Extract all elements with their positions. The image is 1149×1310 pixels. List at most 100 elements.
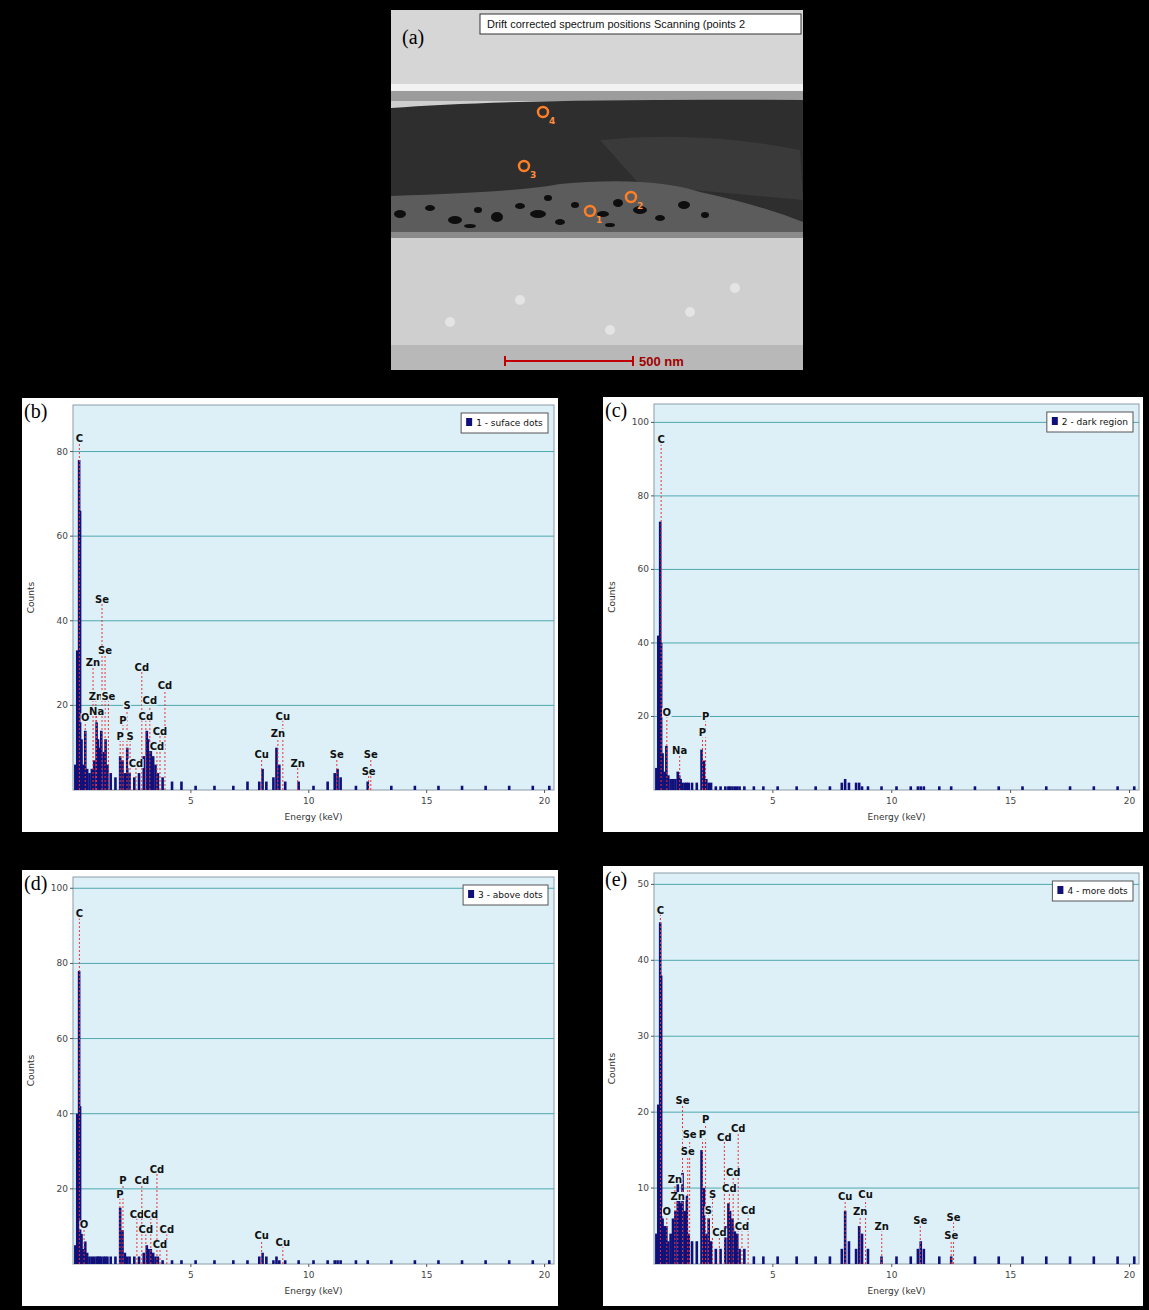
peak-label: Cd	[717, 1132, 732, 1143]
spectrum-bar	[390, 1260, 393, 1264]
y-tick-label: 80	[638, 491, 650, 501]
spectrum-bar	[734, 786, 737, 790]
y-tick	[70, 1038, 73, 1039]
peak-marker-line	[951, 1240, 952, 1264]
peak-label: Cd	[731, 1123, 746, 1134]
spectrum-bar	[147, 1249, 150, 1264]
peak-label-patch	[152, 727, 168, 736]
peak-label: Se	[95, 594, 109, 605]
spectrum-bar	[855, 1249, 858, 1264]
peak-label-patch	[698, 728, 706, 737]
spectrum-bar	[133, 777, 136, 790]
y-tick-label: 50	[638, 879, 650, 889]
spectrum-bar	[710, 783, 713, 790]
spectrum-bar	[258, 782, 261, 790]
peak-label-patch	[329, 750, 344, 759]
peak-label-patch	[717, 1133, 733, 1142]
peak-label: Cd	[726, 1167, 741, 1178]
peak-marker-line	[702, 1139, 703, 1264]
spectrum-bar	[366, 1260, 369, 1264]
nanodot	[555, 219, 565, 225]
spectrum-bar	[753, 1256, 756, 1264]
legend-frame	[461, 413, 548, 433]
nanodot	[491, 212, 503, 222]
y-tick	[651, 422, 654, 423]
spectrum-bar	[171, 782, 174, 790]
nanodot	[448, 216, 462, 224]
peak-label-patch	[116, 732, 124, 741]
x-axis-title: Energy (keV)	[868, 812, 926, 822]
spectrum-bar	[669, 1234, 672, 1264]
spectrum-bar	[437, 786, 440, 790]
legend-label: 1 - suface dots	[476, 418, 543, 428]
peak-label: Cd	[160, 1224, 175, 1235]
peak-marker-line	[297, 768, 298, 790]
spectrum-bar	[917, 1249, 920, 1264]
spectrum-bar	[339, 1260, 342, 1264]
spectrum-bar	[1045, 1256, 1048, 1264]
spectrum-bar	[753, 786, 756, 790]
spectrum-panel: 204060801005101520CONaPP2 - dark regionE…	[603, 397, 1143, 832]
spectrum-bar	[154, 765, 157, 790]
x-tick	[891, 790, 892, 793]
coating-line	[391, 84, 803, 91]
peak-label: S	[705, 1205, 712, 1216]
panel-label: (e)	[605, 868, 627, 891]
peak-label-patch	[254, 1231, 269, 1240]
y-tick	[651, 569, 654, 570]
peak-label: Zn	[853, 1206, 867, 1217]
spectrum-bar	[326, 782, 329, 790]
y-tick	[70, 1113, 73, 1114]
y-tick-label: 10	[638, 1183, 650, 1193]
y-tick	[651, 884, 654, 885]
scale-bar-end	[504, 356, 506, 366]
spectrum-point	[585, 206, 595, 216]
dotted-interface-layer	[391, 181, 803, 232]
spectrum-bar	[333, 773, 336, 790]
peak-label: Cd	[722, 1183, 737, 1194]
spectrum-bar	[829, 786, 832, 790]
spectrum-bar	[312, 786, 315, 790]
peak-label-patch	[275, 712, 290, 721]
spectrum-bar	[703, 1188, 706, 1264]
spectrum-bar	[1093, 1256, 1096, 1264]
spectrum-bar	[414, 786, 417, 790]
spectrum-bar	[974, 786, 977, 790]
peak-label-patch	[159, 1225, 175, 1234]
legend-label: 2 - dark region	[1062, 417, 1128, 427]
spectrum-bar	[133, 1256, 136, 1264]
peak-label-patch	[149, 1165, 165, 1174]
spectrum-bar	[126, 1256, 129, 1264]
spectrum-bar	[213, 1260, 216, 1264]
peak-label: C	[76, 908, 83, 919]
spectrum-bar	[142, 1253, 145, 1264]
panel-background	[603, 397, 1143, 832]
spectrum-bar	[1093, 786, 1096, 790]
peak-marker-line	[708, 1215, 709, 1264]
spectrum-point-label: 3	[530, 170, 536, 180]
peak-label: O	[663, 1206, 672, 1217]
spectrum-bar	[715, 1249, 718, 1264]
legend: 2 - dark region	[1047, 412, 1133, 432]
spectrum-bar	[180, 782, 183, 790]
y-tick-label: 20	[57, 700, 69, 710]
grid-line	[73, 536, 554, 537]
peak-label-patch	[722, 1184, 738, 1193]
spectrum-bar	[938, 1256, 941, 1264]
x-tick	[308, 790, 309, 793]
grid-line	[654, 960, 1139, 961]
peak-label: Se	[683, 1129, 697, 1140]
spectrum-bar	[461, 786, 464, 790]
legend-label: 4 - more dots	[1067, 886, 1128, 896]
x-tick	[426, 790, 427, 793]
grid-line	[654, 495, 1139, 496]
peak-marker-line	[705, 1124, 706, 1264]
peak-marker-line	[84, 1229, 85, 1264]
y-tick	[70, 451, 73, 452]
spectrum-bar	[950, 786, 953, 790]
peak-label-patch	[290, 759, 305, 768]
y-tick	[651, 1188, 654, 1189]
peak-label-patch	[701, 1115, 709, 1124]
peak-marker-line	[105, 655, 106, 790]
spectrum-point	[519, 161, 529, 171]
